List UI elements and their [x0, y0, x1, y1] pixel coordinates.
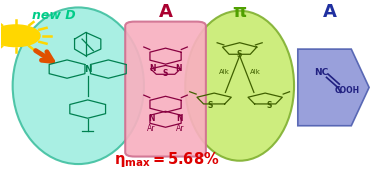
- Text: Ar: Ar: [147, 124, 155, 133]
- Text: N: N: [148, 114, 155, 123]
- Text: Ar: Ar: [175, 124, 184, 133]
- Text: N: N: [84, 65, 91, 74]
- Ellipse shape: [185, 11, 294, 161]
- Text: S: S: [163, 69, 168, 78]
- Text: A: A: [323, 3, 337, 22]
- Text: S: S: [266, 101, 272, 110]
- Text: Alk: Alk: [218, 69, 229, 75]
- Text: π: π: [232, 3, 247, 22]
- Circle shape: [0, 25, 40, 47]
- Text: $\mathbf{\eta_{max}}$$\mathbf{ = 5.68\%}$: $\mathbf{\eta_{max}}$$\mathbf{ = 5.68\%}…: [114, 150, 219, 169]
- Text: NC: NC: [314, 68, 328, 77]
- Polygon shape: [298, 49, 369, 126]
- Text: COOH: COOH: [335, 86, 360, 95]
- Text: new D: new D: [32, 9, 76, 22]
- FancyBboxPatch shape: [125, 22, 206, 157]
- Text: N: N: [149, 64, 156, 73]
- Text: A: A: [159, 3, 173, 22]
- Text: N: N: [175, 64, 182, 73]
- Text: S: S: [208, 101, 213, 110]
- Text: S: S: [237, 50, 242, 59]
- Ellipse shape: [12, 7, 144, 164]
- Text: Alk: Alk: [250, 69, 261, 75]
- Text: N: N: [177, 114, 183, 123]
